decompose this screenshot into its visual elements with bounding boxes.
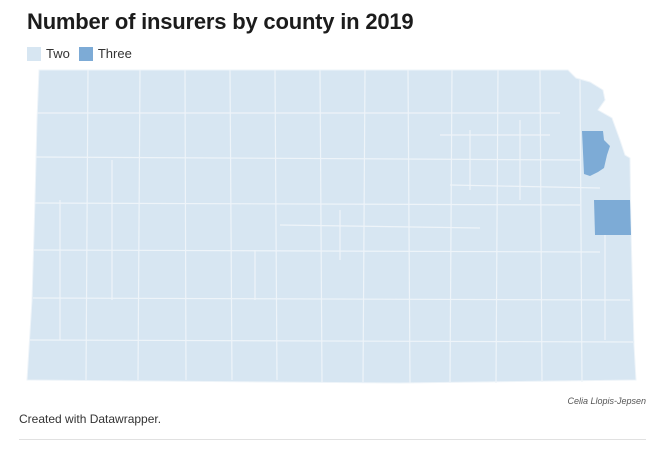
legend-swatch-two [27, 46, 41, 61]
legend-label-three: Three [97, 46, 132, 61]
state-shape [26, 69, 637, 384]
county-borders [29, 69, 634, 384]
footer-divider [19, 439, 646, 440]
legend-label-two: Two [46, 46, 70, 61]
footer-datawrapper: Created with Datawrapper. [19, 412, 162, 426]
credit: Celia Llopis-Jepsen [567, 396, 646, 406]
map-title: Number of insurers by county in 2019 [27, 9, 414, 34]
legend-swatch-three [78, 46, 93, 61]
legend-item-three: Three [78, 46, 132, 61]
county-three-insurers [582, 131, 610, 176]
legend: Two Three [27, 46, 141, 61]
kansas-county-map [26, 69, 637, 384]
legend-item-two: Two [27, 46, 70, 61]
county-three-insurers [594, 200, 631, 235]
